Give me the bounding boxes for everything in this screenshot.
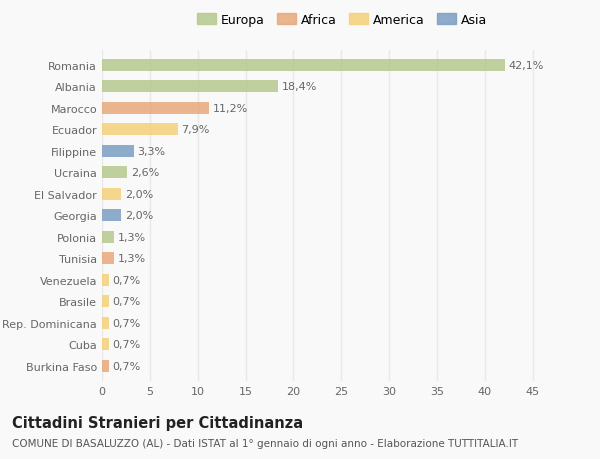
Text: Cittadini Stranieri per Cittadinanza: Cittadini Stranieri per Cittadinanza — [12, 415, 303, 431]
Text: 0,7%: 0,7% — [113, 297, 141, 307]
Text: 2,0%: 2,0% — [125, 211, 153, 221]
Text: 42,1%: 42,1% — [509, 61, 544, 71]
Text: 18,4%: 18,4% — [282, 82, 317, 92]
Bar — [102, 360, 109, 372]
Bar — [102, 124, 178, 136]
Text: COMUNE DI BASALUZZO (AL) - Dati ISTAT al 1° gennaio di ogni anno - Elaborazione : COMUNE DI BASALUZZO (AL) - Dati ISTAT al… — [12, 438, 518, 448]
Text: 2,6%: 2,6% — [131, 168, 159, 178]
Text: 2,0%: 2,0% — [125, 189, 153, 199]
Text: 3,3%: 3,3% — [137, 146, 166, 157]
Bar — [102, 231, 115, 243]
Bar — [102, 317, 109, 329]
Text: 0,7%: 0,7% — [113, 318, 141, 328]
Text: 0,7%: 0,7% — [113, 340, 141, 349]
Text: 0,7%: 0,7% — [113, 361, 141, 371]
Bar — [102, 339, 109, 350]
Bar — [102, 296, 109, 308]
Bar — [102, 188, 121, 200]
Text: 1,3%: 1,3% — [118, 254, 146, 263]
Bar — [102, 167, 127, 179]
Bar — [102, 146, 134, 157]
Bar — [102, 81, 278, 93]
Legend: Europa, Africa, America, Asia: Europa, Africa, America, Asia — [192, 9, 492, 32]
Bar — [102, 210, 121, 222]
Text: 11,2%: 11,2% — [213, 103, 248, 113]
Text: 7,9%: 7,9% — [181, 125, 210, 135]
Text: 0,7%: 0,7% — [113, 275, 141, 285]
Bar — [102, 253, 115, 264]
Bar — [102, 102, 209, 114]
Text: 1,3%: 1,3% — [118, 232, 146, 242]
Bar — [102, 274, 109, 286]
Bar — [102, 60, 505, 72]
